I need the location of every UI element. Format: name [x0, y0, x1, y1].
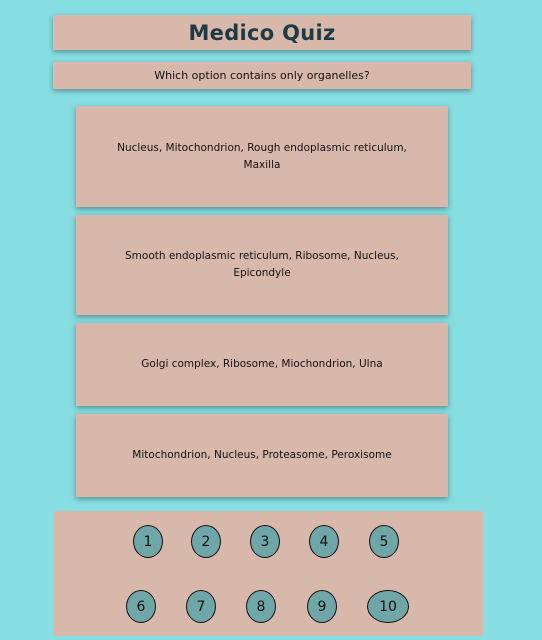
- question-number-button-9[interactable]: 9: [307, 590, 337, 623]
- answer-option-label: Golgi complex, Ribosome, Miochondrion, U…: [141, 358, 383, 370]
- question-number-button-5[interactable]: 5: [369, 525, 399, 558]
- question-number-button-7[interactable]: 7: [186, 590, 216, 623]
- question-navigation-panel: 1 2 3 4 5 6 7 8 9 10: [53, 511, 483, 636]
- answer-option-label: Smooth endoplasmic reticulum, Ribosome, …: [125, 250, 399, 279]
- answer-option-label: Mitochondrion, Nucleus, Proteasome, Pero…: [132, 449, 392, 461]
- question-number-button-1[interactable]: 1: [133, 525, 163, 558]
- question-number-button-6[interactable]: 6: [126, 590, 156, 623]
- page-title: Medico Quiz: [188, 20, 336, 45]
- answer-option-2[interactable]: Smooth endoplasmic reticulum, Ribosome, …: [76, 215, 448, 315]
- question-number-button-3[interactable]: 3: [250, 525, 280, 558]
- title-bar: Medico Quiz: [53, 15, 471, 50]
- question-number-button-10[interactable]: 10: [367, 590, 409, 623]
- question-bar: Which option contains only organelles?: [53, 62, 471, 89]
- question-number-button-2[interactable]: 2: [191, 525, 221, 558]
- answer-option-3[interactable]: Golgi complex, Ribosome, Miochondrion, U…: [76, 323, 448, 406]
- answer-option-label: Nucleus, Mitochondrion, Rough endoplasmi…: [117, 141, 407, 171]
- answer-option-4[interactable]: Mitochondrion, Nucleus, Proteasome, Pero…: [76, 414, 448, 497]
- question-number-button-4[interactable]: 4: [309, 525, 339, 558]
- answer-option-1[interactable]: Nucleus, Mitochondrion, Rough endoplasmi…: [76, 106, 448, 207]
- question-text: Which option contains only organelles?: [154, 69, 370, 82]
- question-number-button-8[interactable]: 8: [246, 590, 276, 623]
